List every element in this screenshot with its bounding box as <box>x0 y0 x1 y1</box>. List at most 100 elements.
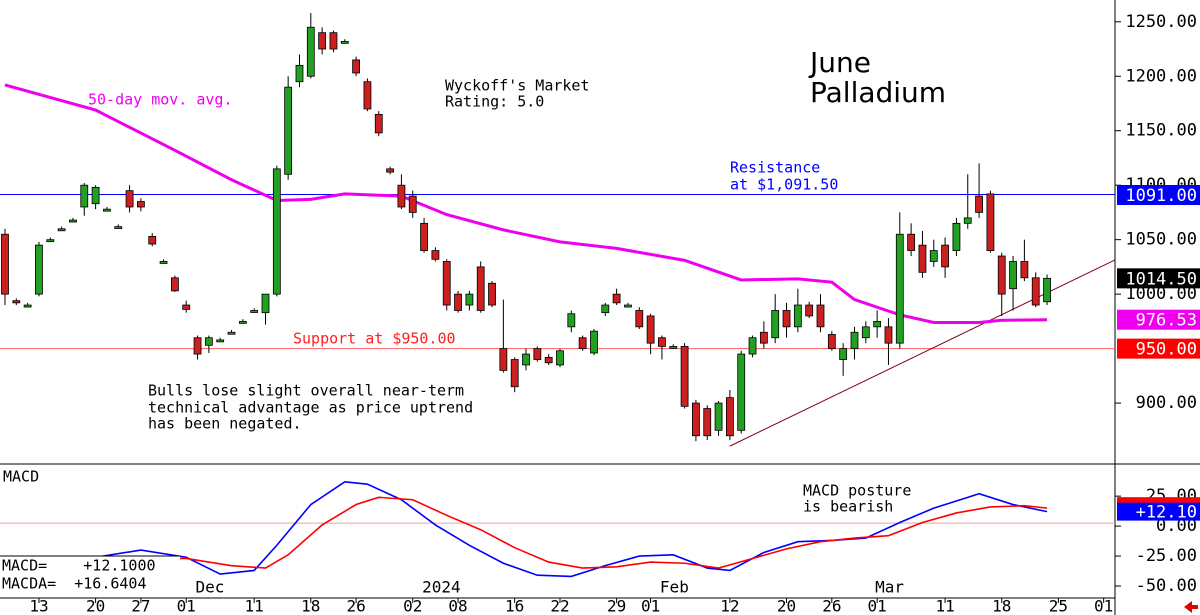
x-tick-label: 16 <box>505 597 524 615</box>
candle-body <box>23 304 32 308</box>
x-tick-label: 01 <box>868 597 887 615</box>
x-tick-label: 01 <box>177 597 196 615</box>
candle-body <box>488 282 496 306</box>
candle-body <box>137 201 145 208</box>
candle-body <box>12 300 21 304</box>
trendline <box>729 259 1116 447</box>
candle-body <box>159 261 168 264</box>
candle-body <box>272 168 281 295</box>
candle-body <box>193 337 202 355</box>
annotation: at $1,091.50 <box>730 176 838 194</box>
candle-body <box>465 293 474 306</box>
candle-body <box>805 304 814 317</box>
candle-body <box>170 277 179 292</box>
candle-body <box>114 226 123 229</box>
candle-body <box>646 315 655 344</box>
candle-body <box>658 337 666 347</box>
candle-body <box>431 250 440 260</box>
y-tick-label: 1250.00 <box>1125 12 1197 32</box>
candle-body <box>476 266 485 311</box>
candle-body <box>839 348 848 360</box>
price-box-label: 976.53 <box>1136 311 1197 331</box>
annotation: Rating: 5.0 <box>445 93 544 111</box>
candle-body <box>703 408 712 437</box>
annotation: is bearish <box>803 498 893 516</box>
candle-body <box>318 32 327 50</box>
readout-bg <box>0 556 180 597</box>
price-box <box>1117 338 1200 359</box>
price-box-label: 950.00 <box>1136 340 1197 360</box>
candle-body <box>929 250 938 262</box>
x-tick-label: 11 <box>245 597 264 615</box>
candle-body <box>782 310 791 328</box>
candle-body <box>1 233 9 295</box>
x-tick-label: 29 <box>607 597 626 615</box>
annotation: Bulls lose slight overall near-term <box>148 382 464 400</box>
readout: MACDA= +16.6404 <box>2 575 147 593</box>
candle-body <box>216 339 225 343</box>
x-tick-label: 18 <box>301 597 320 615</box>
candle-body <box>352 59 361 74</box>
candle-body <box>238 320 247 324</box>
candle-body <box>510 359 519 388</box>
annotation: MACD posture <box>803 482 911 500</box>
candle-body <box>261 293 270 314</box>
candle-body <box>340 40 349 44</box>
y-tick-label: 1000.00 <box>1125 284 1197 304</box>
candle-body <box>748 337 757 355</box>
candle-body <box>454 293 462 311</box>
price-box-label: 1014.50 <box>1125 269 1197 289</box>
month-label: Feb <box>660 578 689 597</box>
y-tick-label: 1050.00 <box>1125 230 1197 250</box>
x-tick-label: 13 <box>29 597 48 615</box>
candle-body <box>69 219 77 223</box>
candle-body <box>963 217 972 224</box>
candle-body <box>442 261 451 306</box>
x-tick-label: 22 <box>550 597 569 615</box>
x-tick-label: 02 <box>403 597 422 615</box>
candle-body <box>103 208 111 212</box>
y-tick-label: -50.00 <box>1136 576 1197 596</box>
x-tick-label: 01 <box>1094 597 1113 615</box>
candle-body <box>692 402 700 437</box>
candle-body <box>624 304 632 308</box>
candle-body <box>227 331 236 335</box>
candle-body <box>873 320 882 328</box>
candle-body <box>533 348 542 360</box>
moving-average <box>4 83 1048 324</box>
annotation: has been negated. <box>148 415 302 433</box>
candle-body <box>861 326 870 339</box>
month-label: 2024 <box>422 578 461 597</box>
candle-body <box>567 313 576 328</box>
candle-body <box>46 239 55 243</box>
x-tick-label: 25 <box>1049 597 1068 615</box>
ma-label: 50-day mov. avg. <box>88 91 233 109</box>
candle-body <box>907 233 916 251</box>
x-tick-label: 08 <box>448 597 467 615</box>
candle-body <box>997 255 1006 295</box>
annotation: Resistance <box>730 159 820 177</box>
candle-body <box>125 190 134 208</box>
candle-body <box>1020 261 1029 279</box>
nav-arrow <box>1184 601 1198 613</box>
candle-body <box>725 397 734 437</box>
candle-body <box>895 233 904 344</box>
candle-body <box>635 310 644 328</box>
candle-body <box>408 195 417 213</box>
macd-line <box>4 496 1048 569</box>
candle-body <box>941 244 949 268</box>
candle-body <box>363 81 372 110</box>
y-tick-label: 1150.00 <box>1125 121 1197 141</box>
candle-body <box>918 244 927 273</box>
month-label: Dec <box>196 578 225 597</box>
x-tick-label: 20 <box>86 597 105 615</box>
candle-body <box>57 228 66 232</box>
candle-body <box>952 222 961 251</box>
candle-body <box>975 195 983 213</box>
candle-body <box>284 86 293 175</box>
candle-body <box>386 168 394 173</box>
price-box <box>1117 268 1200 289</box>
candle-body <box>1009 261 1017 290</box>
